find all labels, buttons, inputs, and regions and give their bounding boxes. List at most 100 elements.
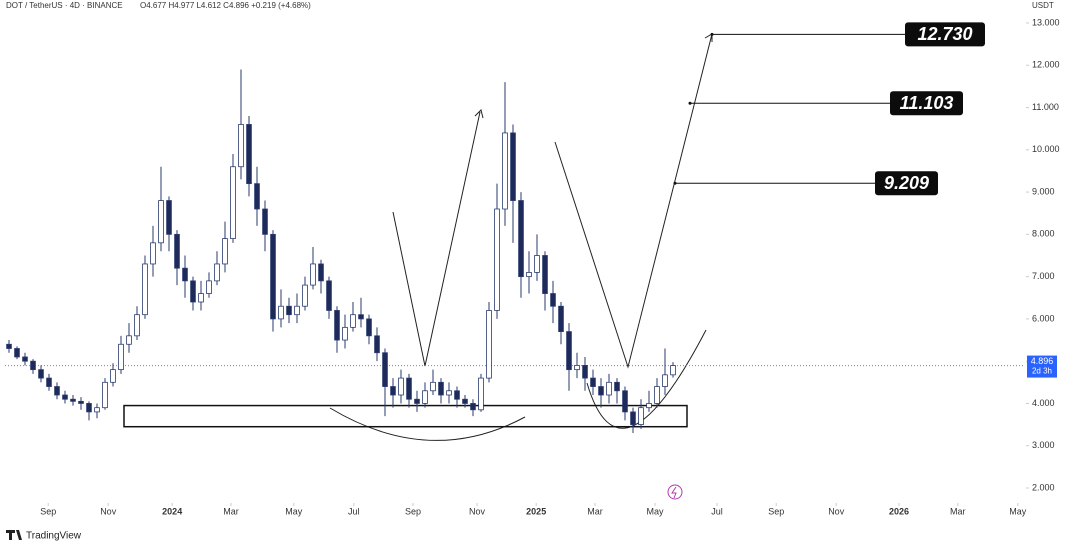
- x-tick-label: May: [1009, 506, 1027, 516]
- candle-body: [542, 255, 548, 294]
- candle-body: [174, 233, 180, 269]
- x-tick-label: Sep: [405, 506, 421, 516]
- candle-body: [566, 331, 572, 371]
- candle-body: [430, 381, 436, 392]
- candle-body: [6, 343, 12, 349]
- candle-body: [470, 403, 476, 411]
- flash-glyph: [671, 486, 677, 499]
- candle-body: [414, 398, 420, 404]
- candle-body: [654, 386, 660, 404]
- v-pattern: [392, 111, 481, 367]
- candle-body: [438, 381, 444, 396]
- candle-body: [198, 293, 204, 303]
- candle-body: [454, 390, 460, 400]
- y-tick-label: 3.000: [1032, 440, 1055, 450]
- candle-body: [318, 263, 324, 282]
- candle-body: [550, 293, 556, 307]
- candle-body: [630, 411, 636, 425]
- y-tick-label: 7.000: [1032, 271, 1055, 281]
- candle-body: [638, 407, 644, 425]
- x-tick-label: May: [646, 506, 664, 516]
- target-point: [688, 101, 692, 105]
- y-tick-label: 6.000: [1032, 313, 1055, 323]
- target-box: [905, 22, 985, 47]
- candle-body: [662, 374, 668, 387]
- target-box: [890, 91, 963, 116]
- candle-body: [230, 166, 236, 239]
- candle-body: [598, 386, 604, 396]
- candle-body: [622, 390, 628, 413]
- candle-body: [670, 365, 676, 376]
- candle-body: [614, 381, 620, 392]
- x-tick-label: Nov: [469, 506, 486, 516]
- candle-body: [94, 407, 100, 413]
- x-tick-label: May: [285, 506, 303, 516]
- candle-body: [190, 280, 196, 303]
- candle-body: [646, 403, 652, 409]
- x-tick-label: Mar: [950, 506, 966, 516]
- price-tag-label: 4.896: [1031, 356, 1054, 366]
- target-label: 11.103: [900, 93, 954, 113]
- symbol-header: DOT / TetherUS · 4D · BINANCE: [6, 1, 123, 10]
- x-tick-label: 2025: [526, 506, 546, 516]
- arrow-head: [474, 109, 484, 119]
- ohlc-header: O4.677 H4.977 L4.612 C4.896 +0.219 (+4.6…: [140, 1, 311, 10]
- target-point: [710, 32, 714, 36]
- candle-body: [46, 377, 52, 387]
- x-tick-label: Mar: [587, 506, 603, 516]
- candle-body: [78, 400, 84, 404]
- candle-body: [350, 314, 356, 328]
- candle-body: [406, 377, 412, 400]
- candle-body: [62, 394, 68, 400]
- candle-body: [246, 124, 252, 185]
- candle-body: [310, 263, 316, 286]
- support-zone: [123, 404, 688, 428]
- candle-body: [326, 280, 332, 311]
- x-tick-label: Sep: [40, 506, 56, 516]
- y-tick-label: 13.000: [1032, 17, 1060, 27]
- cup-arc: [586, 329, 707, 429]
- candle-body: [134, 314, 140, 337]
- candle-body: [446, 390, 452, 396]
- x-tick-label: Nov: [828, 506, 845, 516]
- candle-body: [54, 386, 60, 396]
- candle-body: [574, 365, 580, 371]
- candle-body: [358, 314, 364, 320]
- candle-body: [270, 233, 276, 320]
- candle-body: [582, 365, 588, 379]
- candle-body: [494, 208, 500, 311]
- cup-arc: [329, 407, 526, 441]
- axis-unit: USDT: [1032, 1, 1054, 10]
- x-tick-label: Mar: [223, 506, 239, 516]
- y-tick-label: 2.000: [1032, 482, 1055, 492]
- candle-body: [606, 381, 612, 396]
- flash-icon[interactable]: [667, 484, 683, 500]
- candle-body: [510, 132, 516, 201]
- candle-body: [118, 343, 124, 371]
- candle-body: [294, 305, 300, 316]
- candle-body: [334, 310, 340, 341]
- y-tick-label: 12.000: [1032, 60, 1060, 70]
- y-tick-label: 11.000: [1032, 102, 1059, 112]
- x-tick-label: 2026: [889, 506, 909, 516]
- candle-body: [254, 183, 260, 210]
- candle-body: [182, 267, 188, 282]
- candle-body: [30, 360, 36, 371]
- candle-body: [150, 242, 156, 265]
- candle-body: [14, 348, 20, 358]
- candle-body: [70, 398, 76, 402]
- x-tick-label: Jul: [711, 506, 723, 516]
- candle-body: [398, 377, 404, 396]
- y-tick-label: 10.000: [1032, 144, 1060, 154]
- candle-body: [262, 208, 268, 235]
- candle-body: [462, 398, 468, 404]
- candle-body: [214, 263, 220, 282]
- candle-body: [206, 280, 212, 294]
- y-tick-label: 8.000: [1032, 229, 1055, 239]
- candle-body: [486, 310, 492, 379]
- candle-body: [102, 381, 108, 409]
- candle-body: [590, 377, 596, 387]
- candle-body: [86, 403, 92, 413]
- candle-body: [502, 132, 508, 210]
- x-tick-label: 2024: [162, 506, 182, 516]
